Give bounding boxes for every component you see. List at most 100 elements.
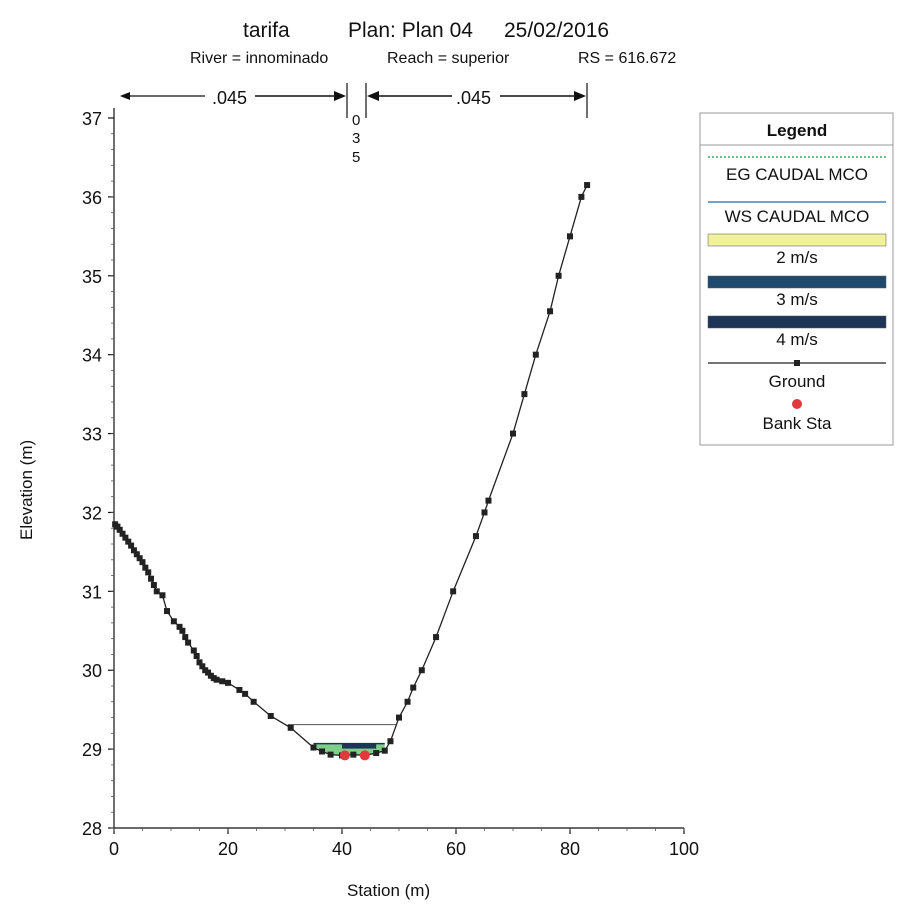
bank-station-marker (339, 750, 350, 761)
x-axis-label: Station (m) (347, 881, 430, 900)
ground-point (170, 618, 177, 625)
ground-line (114, 184, 588, 757)
mannings-left-arrowhead-end (334, 91, 346, 101)
ground-point (319, 748, 326, 755)
y-tick-label: 34 (82, 346, 102, 366)
ground-point (193, 653, 200, 660)
ground-point (130, 547, 137, 554)
legend-title: Legend (767, 121, 827, 140)
legend-item-label: 4 m/s (776, 330, 818, 349)
chart-subtitle-reach: Reach = superior (387, 50, 510, 67)
ground-point (584, 182, 591, 189)
chart-subtitle-rs: RS = 616.672 (578, 50, 676, 67)
ground-point (153, 588, 160, 595)
ground-point (547, 308, 554, 315)
legend-item-label: EG CAUDAL MCO (726, 165, 868, 184)
ground-point (119, 530, 126, 537)
legend-item-label: 3 m/s (776, 290, 818, 309)
ground-point (310, 744, 317, 751)
ground-point (242, 690, 249, 697)
ground-point (485, 497, 492, 504)
ground-point (185, 639, 192, 646)
ground-point (148, 575, 155, 582)
ground-point (164, 608, 171, 615)
x-tick-label: 40 (332, 839, 352, 859)
y-axis-label: Elevation (m) (17, 440, 36, 540)
y-tick-label: 30 (82, 661, 102, 681)
legend-swatch-ground-marker (794, 360, 800, 366)
legend-swatch-band (707, 275, 887, 289)
legend: Legend EG CAUDAL MCO WS CAUDAL MCO 2 m/s 3 … (699, 112, 894, 446)
ground-point (219, 678, 226, 685)
ground-point (136, 555, 143, 562)
mannings-right-value: .045 (456, 88, 491, 108)
ground-point (532, 351, 539, 358)
legend-item-label: 2 m/s (776, 248, 818, 267)
mannings-left-value: .045 (212, 88, 247, 108)
ground-point (199, 663, 206, 670)
ground-point (396, 714, 402, 721)
legend-item-label: Ground (769, 372, 826, 391)
ground-point (387, 738, 394, 745)
ground-point (182, 634, 189, 641)
ground-point (472, 533, 479, 540)
y-tick-label: 29 (82, 740, 102, 760)
legend-items: EG CAUDAL MCO WS CAUDAL MCO 2 m/s 3 m/s 4 m/… (707, 156, 887, 433)
mannings-channel-char-2: 3 (352, 130, 360, 147)
legend-item-label: Bank Sta (763, 414, 833, 433)
chart-title-project: tarifa (243, 19, 290, 42)
legend-item-label: WS CAUDAL MCO (725, 207, 870, 226)
ground-point (410, 684, 417, 691)
legend-swatch-bank-marker (792, 399, 802, 409)
ground-point (236, 686, 243, 693)
velocity-band (342, 743, 377, 749)
mannings-channel-char-3: 5 (352, 149, 360, 166)
y-tick-label: 36 (82, 188, 102, 208)
ground-point (139, 559, 146, 566)
ground-point (404, 698, 411, 705)
ground-point (225, 679, 231, 686)
legend-swatch-band (707, 315, 887, 329)
x-ticks: 0 20 40 60 80 100 (109, 828, 699, 859)
mannings-right-arrowhead-start (367, 91, 379, 101)
ground-point (433, 634, 440, 641)
ground-point (567, 233, 573, 240)
ground-point (213, 676, 220, 683)
ground-point (159, 592, 166, 599)
ground-point (381, 747, 388, 754)
plot-area (112, 182, 591, 761)
ground-point (128, 542, 135, 549)
mannings-right-arrowhead-end (574, 91, 586, 101)
ground-point (327, 751, 334, 758)
ground-point (145, 569, 152, 576)
mannings-channel-char-1: 0 (352, 112, 360, 129)
y-tick-label: 37 (82, 109, 102, 129)
x-tick-label: 80 (560, 839, 580, 859)
x-tick-label: 60 (446, 839, 466, 859)
ground-point (196, 659, 203, 666)
y-tick-label: 35 (82, 267, 102, 287)
chart-title-date: 25/02/2016 (504, 19, 609, 42)
ground-point (114, 523, 121, 530)
ground-point (150, 582, 157, 589)
legend-swatch-band (707, 233, 887, 247)
ground-point (176, 623, 183, 630)
ground-point (578, 193, 585, 200)
x-tick-label: 0 (109, 839, 119, 859)
ground-point (125, 538, 132, 545)
ground-point (205, 669, 212, 676)
x-tick-label: 100 (669, 839, 699, 859)
ground-point (250, 698, 257, 705)
ground-point (267, 712, 274, 719)
x-tick-label: 20 (218, 839, 238, 859)
ground-point (350, 751, 357, 758)
y-ticks: 28 29 30 31 32 33 34 35 36 37 (82, 109, 114, 839)
bank-station-marker (359, 750, 370, 761)
ground-point (133, 551, 140, 558)
ground-point (373, 750, 380, 757)
chart-title-plan: Plan: Plan 04 (348, 19, 473, 42)
mannings-left-arrowhead-start (120, 92, 130, 100)
ground-point (481, 509, 488, 516)
